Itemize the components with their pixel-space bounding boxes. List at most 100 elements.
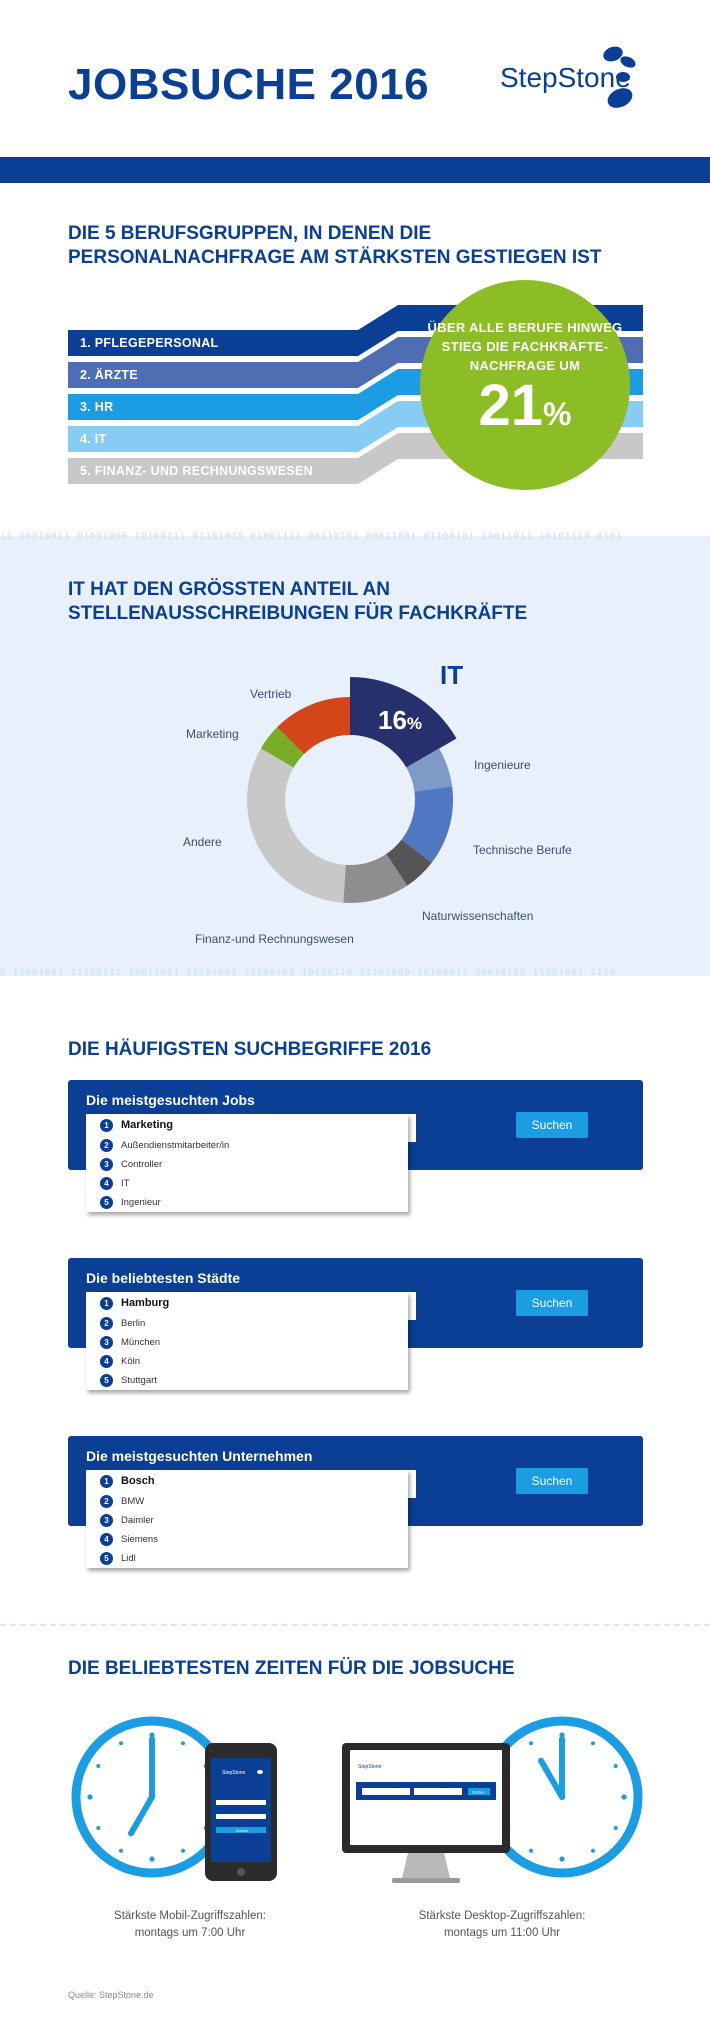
suggestion-item[interactable]: 3 Controller	[86, 1155, 408, 1174]
suggestion-item[interactable]: 1 Bosch	[86, 1470, 408, 1492]
monitor-icon: StepStone Suchen	[342, 1743, 510, 1883]
section2-title: IT HAT DEN GRÖSSTEN ANTEIL AN STELLENAUS…	[68, 579, 528, 624]
suggestion-item[interactable]: 2 Außendienstmitarbeiter/in	[86, 1136, 408, 1155]
rank-badge: 1	[100, 1296, 113, 1310]
donut-slice-it	[350, 677, 457, 768]
suggestion-item[interactable]: 5 Stuttgart	[86, 1371, 408, 1390]
label-finanz: Finanz-und Rechnungswesen	[195, 932, 354, 946]
binary-strip-bottom: 0 11001001 11100111 10011001 11101001 11…	[0, 968, 617, 978]
rank-badge: 2	[100, 1317, 113, 1330]
donut-slice-andere	[246, 748, 346, 903]
suggestion-item[interactable]: 5 Lidl	[86, 1549, 408, 1568]
suggestion-item[interactable]: 4 Köln	[86, 1352, 408, 1371]
stepstone-logo-text: StepStone	[500, 62, 631, 93]
growth-circle-value: 21%	[478, 373, 572, 438]
ribbon-label-3: 3. HR	[80, 400, 114, 414]
suggestion-item[interactable]: 3 Daimler	[86, 1511, 408, 1530]
search-box-title: Die meistgesuchten Jobs	[86, 1092, 255, 1108]
suggestion-label: Controller	[121, 1159, 163, 1170]
rank-badge: 5	[100, 1374, 113, 1387]
clock-tick	[96, 1826, 101, 1830]
clock-tick	[621, 1794, 627, 1800]
suggestion-item[interactable]: 4 Siemens	[86, 1530, 408, 1549]
mobile-caption: Stärkste Mobil-Zugriffszahlen: montags u…	[114, 1910, 266, 1939]
label-vertrieb: Vertrieb	[250, 687, 292, 701]
suggestion-item[interactable]: 3 München	[86, 1333, 408, 1352]
svg-text:Suchen: Suchen	[472, 1791, 484, 1795]
clock-hand	[128, 1794, 155, 1837]
donut-chart	[246, 677, 457, 903]
growth-circle-text: ÜBER ALLE BERUFE HINWEG STIEG DIE FACHKR…	[427, 320, 623, 373]
suggestion-label: Köln	[121, 1356, 141, 1367]
suggestion-item[interactable]: 1 Hamburg	[86, 1292, 408, 1314]
label-marketing: Marketing	[186, 727, 239, 741]
donut-slice-finanz-und-rechnungswesen	[343, 854, 408, 903]
it-highlight-label: IT	[440, 660, 464, 690]
suggestion-dropdown: 1 Hamburg 2 Berlin 3 München 4 Köln 5 Stuttgart	[86, 1292, 408, 1390]
search-box-title: Die beliebtesten Städte	[86, 1270, 241, 1286]
suggestion-label: Siemens	[121, 1534, 158, 1545]
search-button[interactable]: Suchen	[516, 1112, 588, 1138]
clock-illustrations: StepStone Suchen StepStone Suchen	[71, 1716, 643, 1883]
rank-badge: 4	[100, 1177, 113, 1190]
donut-slice-vertrieb	[277, 697, 350, 755]
clock-tick	[591, 1848, 595, 1853]
clock-tick	[181, 1741, 185, 1746]
it-highlight-value: 16%	[378, 705, 423, 735]
suggestion-label: IT	[121, 1178, 130, 1189]
clock-tick	[87, 1794, 93, 1800]
rank-badge: 2	[100, 1139, 113, 1152]
rank-badge: 3	[100, 1514, 113, 1527]
clock-tick	[149, 1856, 155, 1862]
clock-tick	[591, 1741, 595, 1746]
suggestion-label: Marketing	[121, 1119, 173, 1131]
stepstone-logo-icon	[603, 46, 636, 108]
clock-tick	[119, 1741, 123, 1746]
label-andere: Andere	[183, 835, 222, 849]
rank-badge: 4	[100, 1355, 113, 1368]
rank-badge: 3	[100, 1158, 113, 1171]
donut-slice-technische-berufe	[401, 786, 454, 863]
search-button[interactable]: Suchen	[516, 1290, 588, 1316]
suggestion-item[interactable]: 5 Ingenieur	[86, 1193, 408, 1212]
suggestion-dropdown: 1 Bosch 2 BMW 3 Daimler 4 Siemens 5 Lidl	[86, 1470, 408, 1568]
growth-circle: ÜBER ALLE BERUFE HINWEG STIEG DIE FACHKR…	[420, 280, 630, 490]
clock-tick	[613, 1764, 618, 1768]
suggestion-label: München	[121, 1337, 161, 1348]
clock-tick	[119, 1848, 123, 1853]
clock-tick	[613, 1826, 618, 1830]
suggestion-dropdown: 1 Marketing 2 Außendienstmitarbeiter/in 3 Con…	[86, 1114, 408, 1212]
clock-tick	[96, 1764, 101, 1768]
section-divider	[0, 1624, 710, 1626]
rank-badge: 5	[100, 1196, 113, 1209]
suggestion-item[interactable]: 4 IT	[86, 1174, 408, 1193]
clock-tick	[529, 1741, 533, 1746]
svg-text:StepStone: StepStone	[222, 1770, 246, 1776]
section1-title: DIE 5 BERUFSGRUPPEN, IN DENEN DIE PERSON…	[68, 223, 602, 268]
suggestion-item[interactable]: 1 Marketing	[86, 1114, 408, 1136]
label-ingenieure: Ingenieure	[474, 758, 531, 772]
search-button[interactable]: Suchen	[516, 1468, 588, 1494]
suggestion-label: Daimler	[121, 1515, 154, 1526]
suggestion-label: Lidl	[121, 1553, 136, 1564]
svg-text:StepStone: StepStone	[358, 1764, 382, 1770]
rank-badge: 5	[100, 1552, 113, 1565]
smartphone-icon: StepStone Suchen	[205, 1743, 277, 1881]
suggestion-label: Bosch	[121, 1475, 155, 1487]
label-technische-berufe: Technische Berufe	[473, 843, 572, 857]
suggestion-label: BMW	[121, 1496, 145, 1507]
suggestion-item[interactable]: 2 BMW	[86, 1492, 408, 1511]
clock-tick	[529, 1848, 533, 1853]
search-box-title: Die meistgesuchten Unternehmen	[86, 1448, 313, 1464]
suggestion-item[interactable]: 2 Berlin	[86, 1314, 408, 1333]
donut-slice-marketing	[260, 727, 305, 768]
ribbon-label-4: 4. IT	[80, 432, 107, 446]
binary-strip-top: 11 10010011 01001000 10100111 01101010 0…	[0, 532, 623, 542]
suggestion-label: Ingenieur	[121, 1197, 161, 1208]
ribbon-label-2: 2. ÄRZTE	[80, 368, 138, 382]
label-naturwissenschaften: Naturwissenschaften	[422, 909, 534, 923]
ribbon-label-1: 1. PFLEGEPERSONAL	[80, 336, 219, 350]
ribbon-label-5: 5. FINANZ- UND RECHNUNGSWESEN	[80, 464, 314, 478]
rank-badge: 1	[100, 1474, 113, 1488]
page-title: JOBSUCHE 2016	[68, 60, 430, 109]
